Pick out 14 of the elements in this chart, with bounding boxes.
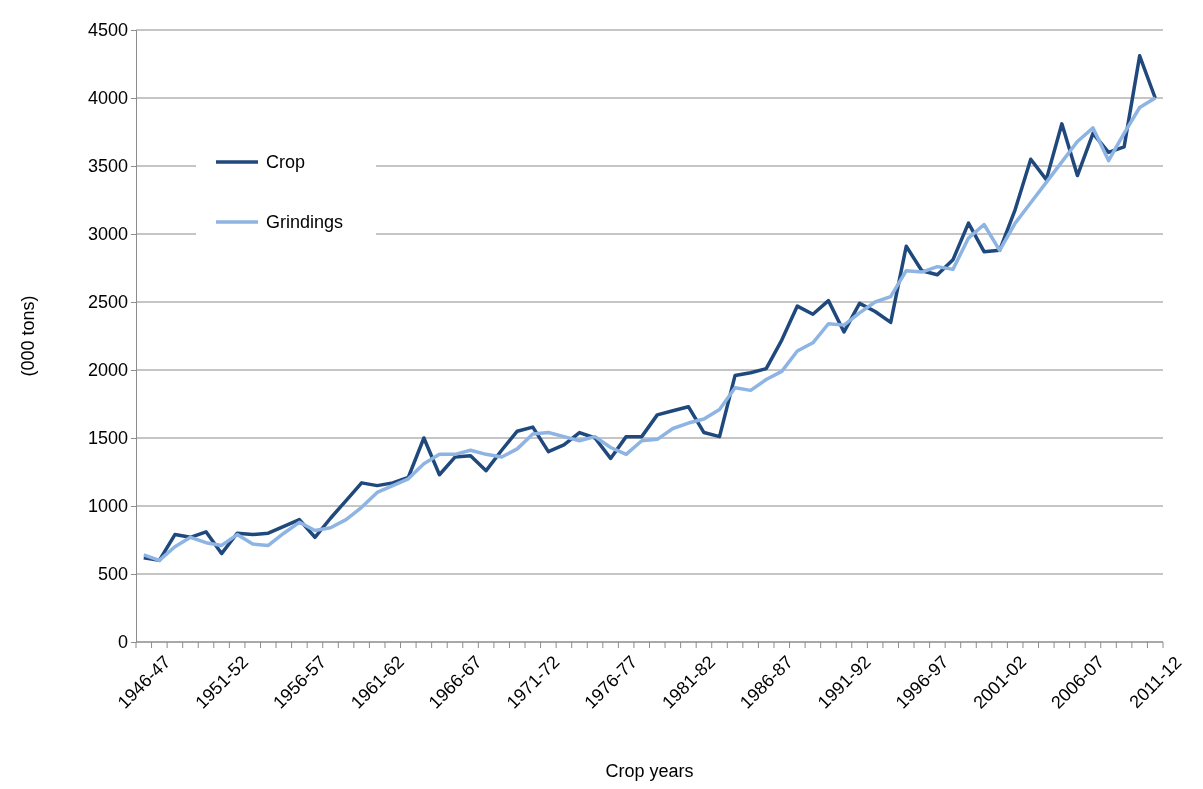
y-tick-label: 2500 bbox=[87, 292, 128, 313]
y-tick-label: 2000 bbox=[87, 360, 128, 381]
legend-label: Crop bbox=[266, 152, 306, 173]
y-tick-label: 1500 bbox=[87, 428, 128, 449]
x-axis-title: Crop years bbox=[605, 761, 694, 781]
y-tick-label: 500 bbox=[97, 564, 128, 585]
y-tick-label: 4500 bbox=[87, 20, 128, 41]
y-tick-label: 3000 bbox=[87, 224, 128, 245]
y-tick-label: 4000 bbox=[87, 88, 128, 109]
y-tick-label: 1000 bbox=[87, 496, 128, 517]
legend-label: Grindings bbox=[266, 212, 344, 233]
y-axis-title: (000 tons) bbox=[18, 295, 38, 377]
y-tick-label: 0 bbox=[117, 632, 128, 653]
y-tick-label: 3500 bbox=[87, 156, 128, 177]
